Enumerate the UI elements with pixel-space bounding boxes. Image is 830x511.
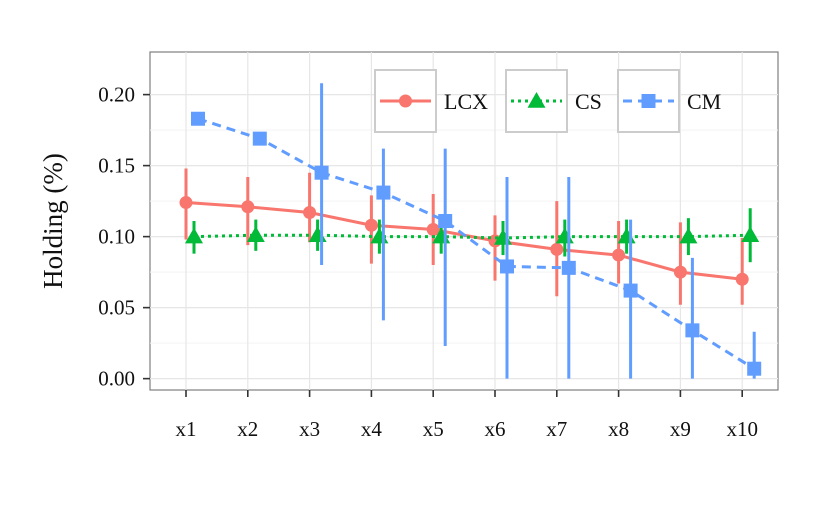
data-point (550, 242, 564, 256)
x-tick-label: x8 (608, 417, 629, 441)
legend-marker (399, 94, 412, 108)
data-point (561, 260, 576, 275)
legend-item-lcx: LCX (374, 69, 488, 133)
x-tick-label: x2 (237, 417, 258, 441)
data-point (679, 227, 698, 244)
series-lcx (179, 168, 749, 305)
series-cm (191, 83, 762, 379)
data-point (747, 361, 762, 376)
x-tick-label: x4 (361, 417, 383, 441)
data-point (314, 165, 329, 180)
legend-item-cm: CM (617, 69, 721, 133)
data-point (623, 283, 638, 298)
y-tick-label: 0.10 (98, 225, 135, 249)
series-line (197, 117, 755, 370)
data-point (500, 259, 514, 274)
legend-label: LCX (444, 89, 488, 114)
y-tick-label: 0.05 (98, 296, 135, 320)
x-tick-label: x7 (546, 417, 567, 441)
legend-marker (641, 94, 656, 108)
x-tick-label: x6 (485, 417, 506, 441)
legend: LCX CS CM (374, 69, 721, 133)
x-tick-label: x10 (726, 417, 758, 441)
data-point (364, 218, 378, 232)
data-point (179, 196, 193, 210)
data-series (179, 83, 762, 379)
x-tick-label: x5 (423, 417, 444, 441)
data-point (741, 226, 760, 242)
data-point (685, 323, 700, 338)
legend-label: CM (687, 89, 721, 114)
y-tick-label: 0.00 (98, 367, 135, 391)
x-tick-label: x1 (176, 417, 197, 441)
legend-marker (527, 92, 546, 108)
data-point (252, 131, 267, 146)
data-point (376, 185, 391, 200)
y-tick-label: 0.20 (98, 83, 135, 107)
legend-label: CS (575, 89, 602, 114)
series-cs (185, 208, 760, 263)
y-tick-label: 0.15 (98, 154, 135, 178)
series-line (193, 233, 751, 240)
data-point (185, 227, 203, 244)
data-point (426, 223, 440, 237)
data-point (735, 272, 749, 286)
data-point (673, 265, 687, 279)
legend-item-cs: CS (505, 69, 602, 133)
y-axis-title: Holding (%) (38, 153, 68, 289)
x-tick-label: x9 (670, 417, 691, 441)
axes: 0.00 0.05 0.10 0.15 0.20 x1 x2 x3 x4 x5 x6 x7 x8 x9 x1… (98, 83, 758, 441)
data-point (241, 200, 255, 214)
data-point (612, 248, 626, 262)
data-point (246, 226, 265, 242)
data-point (438, 214, 453, 228)
data-point (303, 205, 317, 219)
data-point (191, 111, 205, 126)
x-tick-label: x3 (299, 417, 320, 441)
